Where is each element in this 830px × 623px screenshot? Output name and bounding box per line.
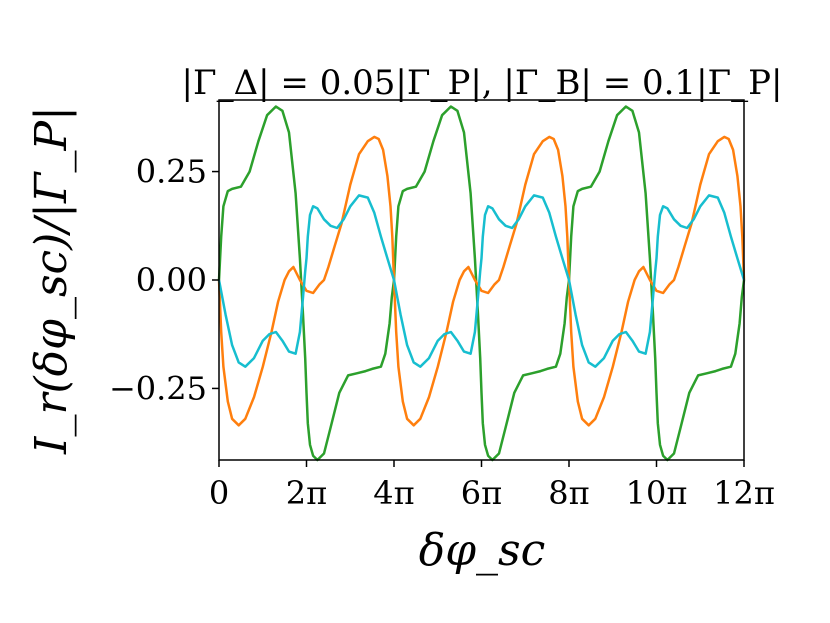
plot-area [217, 99, 746, 462]
x-tick-label: 2π [286, 474, 327, 512]
y-tick-label: −0.25 [109, 369, 207, 407]
x-axis-label: δφ_sc [419, 525, 546, 576]
y-axis: 0.25 0.00 −0.25 [109, 153, 219, 407]
x-tick-label: 8π [548, 474, 589, 512]
x-tick-label: 12π [713, 474, 775, 512]
series-line-1 [217, 135, 746, 427]
x-tick-label: 4π [373, 474, 414, 512]
series-layer [217, 105, 746, 462]
chart-title: |Γ_Δ| = 0.05|Γ_P|, |Γ_B| = 0.1|Γ_P| [182, 63, 783, 103]
y-tick-label: 0.25 [136, 153, 207, 191]
y-tick-label: 0.00 [136, 261, 207, 299]
x-tick-label: 6π [461, 474, 502, 512]
series-line-2 [217, 194, 746, 368]
x-tick-label: 0 [209, 474, 229, 512]
x-tick-label: 10π [626, 474, 688, 512]
y-axis-label: I_r(δφ_sc)/|Γ_P| [26, 106, 77, 455]
series-line-0 [217, 105, 746, 462]
x-axis: 0 2π 4π 6π 8π 10π 12π [209, 460, 775, 512]
